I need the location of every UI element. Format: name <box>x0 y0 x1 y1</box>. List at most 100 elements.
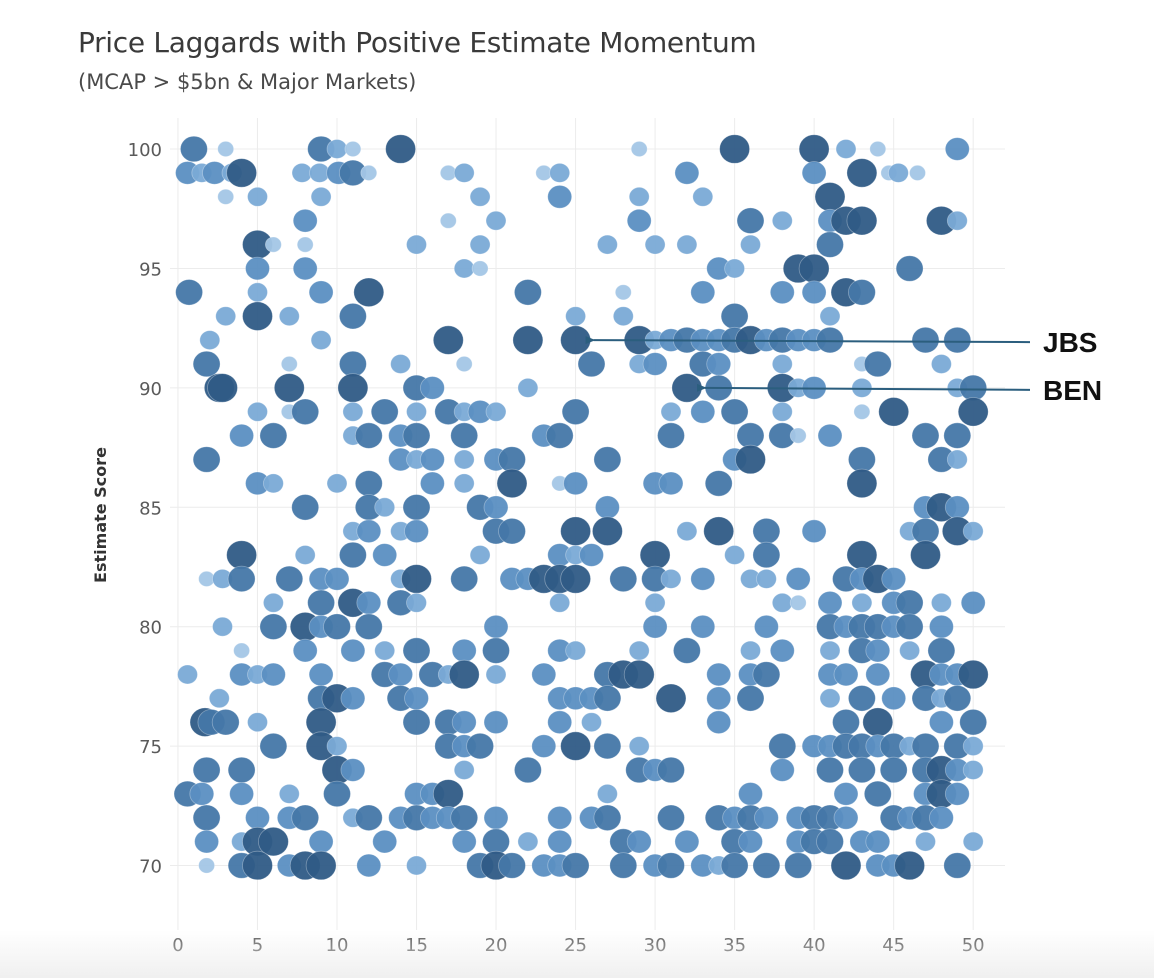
data-point <box>360 164 378 181</box>
data-point <box>404 519 429 543</box>
data-point <box>419 447 445 472</box>
data-point <box>227 756 256 784</box>
data-point <box>865 638 891 663</box>
data-point <box>771 401 793 422</box>
data-point <box>406 855 427 876</box>
data-point <box>354 422 383 449</box>
y-tick-label: 90 <box>139 379 162 400</box>
data-point <box>754 805 779 830</box>
data-point <box>338 541 367 569</box>
data-point <box>307 589 336 617</box>
data-point <box>848 685 876 712</box>
data-point <box>560 325 591 355</box>
data-point <box>439 212 457 229</box>
data-point <box>498 446 526 473</box>
data-point <box>547 829 573 854</box>
data-point <box>754 614 779 639</box>
data-point <box>816 756 844 784</box>
x-tick-label: 10 <box>326 935 349 956</box>
data-point <box>340 758 366 782</box>
data-point <box>323 780 351 808</box>
data-point <box>485 401 507 422</box>
data-point <box>703 516 735 546</box>
data-point <box>374 497 396 518</box>
annotation-arrow <box>585 336 1031 345</box>
data-point <box>177 664 198 685</box>
data-point <box>865 829 891 854</box>
data-point <box>706 710 732 734</box>
data-point <box>401 564 432 594</box>
data-point <box>929 710 954 734</box>
data-point <box>960 590 986 615</box>
x-tick-label: 20 <box>485 935 508 956</box>
data-point <box>771 354 793 374</box>
data-point <box>639 540 671 570</box>
data-point <box>931 354 952 374</box>
data-point <box>660 401 682 422</box>
data-point <box>402 422 431 449</box>
data-point <box>432 325 464 355</box>
data-point <box>674 161 700 185</box>
data-point <box>706 662 732 687</box>
data-point <box>419 471 445 496</box>
data-point <box>819 688 841 709</box>
data-point <box>962 831 984 852</box>
data-point <box>959 709 988 736</box>
data-point <box>943 852 972 879</box>
data-point <box>943 326 972 354</box>
data-point <box>943 422 972 449</box>
data-point <box>308 829 334 854</box>
data-point <box>724 258 745 279</box>
data-point <box>291 494 320 521</box>
data-point <box>848 756 876 784</box>
data-point <box>453 162 475 183</box>
data-point <box>259 613 288 640</box>
data-point <box>835 139 857 159</box>
data-point <box>690 280 716 305</box>
data-point <box>894 850 925 881</box>
data-point <box>814 182 846 212</box>
data-point <box>706 352 732 376</box>
y-tick-label: 75 <box>139 737 162 758</box>
data-point <box>483 805 509 830</box>
data-point <box>798 253 830 284</box>
data-point <box>310 186 332 207</box>
x-tick-label: 5 <box>252 935 263 956</box>
data-point <box>385 134 417 164</box>
data-point <box>453 760 475 780</box>
data-point <box>275 565 304 593</box>
data-point <box>305 850 337 881</box>
data-point <box>273 373 305 403</box>
data-point <box>402 709 431 736</box>
data-point <box>595 495 620 520</box>
data-point <box>784 852 813 879</box>
chart-title: Price Laggards with Positive Estimate Mo… <box>78 26 757 59</box>
data-point <box>372 829 398 854</box>
data-point <box>943 685 972 712</box>
data-point <box>832 709 860 736</box>
data-point <box>848 446 876 473</box>
data-point <box>485 210 507 231</box>
data-point <box>198 857 216 874</box>
data-point <box>208 688 230 709</box>
data-point <box>752 852 781 879</box>
data-point <box>466 732 495 760</box>
data-point <box>642 614 668 639</box>
data-point <box>453 473 475 494</box>
data-point <box>690 567 716 591</box>
data-point <box>354 804 383 832</box>
data-point <box>846 205 878 236</box>
data-point <box>833 662 859 687</box>
data-point <box>962 760 984 780</box>
data-point <box>498 518 526 545</box>
data-point <box>816 828 844 855</box>
data-point <box>962 521 984 542</box>
data-point <box>512 325 544 355</box>
data-point <box>337 373 369 403</box>
data-point <box>226 540 258 570</box>
data-point <box>233 642 251 659</box>
data-point <box>690 399 716 424</box>
data-point <box>738 782 763 806</box>
data-point <box>769 638 795 663</box>
